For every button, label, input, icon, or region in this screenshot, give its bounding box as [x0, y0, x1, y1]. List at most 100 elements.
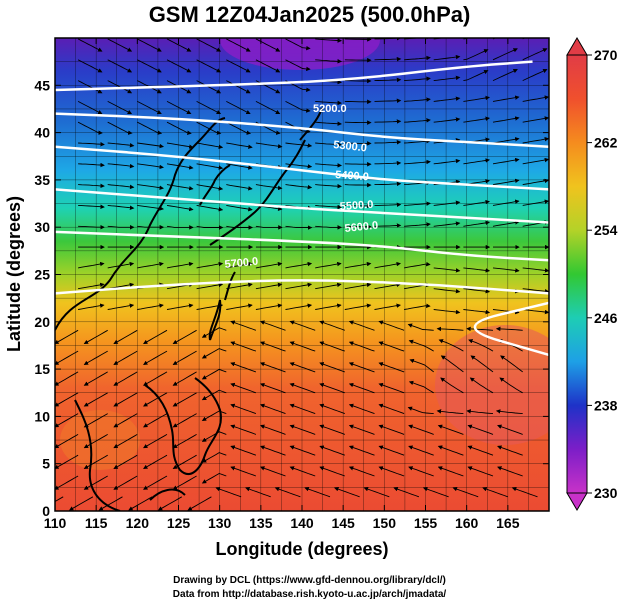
streamline: [289, 466, 316, 477]
streamline: [433, 75, 461, 82]
streamline: [374, 282, 401, 290]
streamline: [143, 329, 168, 345]
chart-title: GSM 12Z04Jan2025 (500.0hPa): [148, 2, 471, 27]
x-tick-label: 110: [44, 515, 67, 531]
streamline: [468, 339, 494, 352]
streamline: [500, 355, 523, 373]
streamline: [259, 424, 286, 435]
credit-drawing: Drawing by DCL (https://www.gfd-dennou.o…: [173, 575, 446, 586]
streamline: [319, 362, 345, 373]
streamline: [137, 142, 164, 149]
streamline: [315, 38, 342, 43]
streamline: [374, 119, 402, 124]
colorbar-ticks: 270 262 254 246 238 230: [587, 47, 618, 501]
streamline: [172, 329, 197, 345]
streamline: [522, 178, 549, 186]
streamline: [172, 371, 197, 386]
x-axis: 110 115 120 125 130 135 140 145 150 155 160 165: [44, 38, 520, 531]
streamline: [433, 200, 461, 206]
streamline: [407, 406, 434, 415]
streamline: [492, 137, 520, 144]
streamline: [492, 199, 520, 206]
streamline: [196, 163, 224, 170]
streamline: [348, 445, 375, 456]
streamline: [522, 199, 549, 206]
streamline: [172, 392, 197, 407]
streamline: [78, 261, 105, 269]
streamline: [55, 392, 79, 407]
japan-hokkaido: [299, 107, 323, 141]
streamline: [107, 38, 133, 52]
streamline: [77, 38, 103, 52]
streamline: [433, 158, 461, 165]
streamline: [78, 224, 105, 230]
streamline: [68, 496, 94, 511]
colorbar-tick-label: 246: [594, 310, 618, 326]
streamline: [289, 445, 316, 456]
streamline: [107, 303, 135, 310]
streamline: [497, 424, 523, 435]
taiwan: [208, 299, 222, 341]
x-tick-label: 140: [290, 515, 314, 531]
streamline: [128, 496, 153, 511]
streamline: [463, 158, 490, 165]
streamline: [83, 329, 108, 345]
streamline: [495, 326, 523, 332]
streamline: [143, 371, 168, 386]
streamline: [466, 326, 494, 332]
streamline: [374, 98, 402, 103]
streamline: [492, 116, 520, 123]
y-tick-label: 40: [34, 125, 50, 141]
colorbar-bar: [566, 54, 588, 494]
contour-label: 5700.0: [224, 256, 259, 271]
streamline: [499, 377, 523, 394]
streamline: [285, 225, 313, 230]
streamline: [259, 403, 286, 415]
streamline: [157, 496, 183, 511]
streamline: [55, 371, 79, 386]
streamline: [378, 362, 405, 373]
streamline: [196, 142, 224, 150]
streamline: [378, 403, 405, 415]
streamline: [77, 80, 103, 94]
colorbar: 270 262 254 246 238 230: [566, 37, 618, 511]
streamline: [196, 38, 222, 52]
streamline: [315, 59, 342, 64]
streamline: [259, 362, 286, 373]
streamline: [107, 59, 133, 73]
streamline: [374, 160, 402, 166]
y-tick-label: 30: [34, 219, 50, 235]
streamline: [78, 183, 105, 189]
streamline: [319, 424, 345, 435]
streamline: [492, 48, 518, 61]
streamline: [404, 303, 431, 310]
streamline: [137, 261, 164, 269]
streamline: [522, 267, 549, 273]
streamline: [466, 409, 494, 415]
streamline: [143, 434, 168, 449]
streamline: [196, 204, 224, 212]
streamline: [226, 38, 251, 52]
streamline: [196, 282, 224, 290]
streamline: [492, 178, 520, 186]
streamline: [495, 409, 523, 415]
streamline: [289, 382, 316, 394]
x-tick-label: 165: [496, 515, 520, 531]
streamline: [378, 445, 405, 456]
colorbar-tick-label: 238: [594, 397, 618, 413]
streamline: [315, 142, 342, 147]
colorbar-tick-label: 262: [594, 135, 618, 151]
streamline: [467, 466, 494, 477]
streamline: [404, 118, 431, 123]
streamline: [201, 473, 227, 484]
streamline: [440, 355, 464, 373]
streamline: [348, 382, 375, 394]
streamline: [143, 392, 168, 407]
x-tick-label: 150: [373, 515, 397, 531]
streamline: [315, 163, 342, 168]
streamline: [289, 403, 316, 415]
streamline: [304, 487, 331, 498]
streamline: [226, 163, 253, 170]
streamline: [166, 225, 194, 230]
